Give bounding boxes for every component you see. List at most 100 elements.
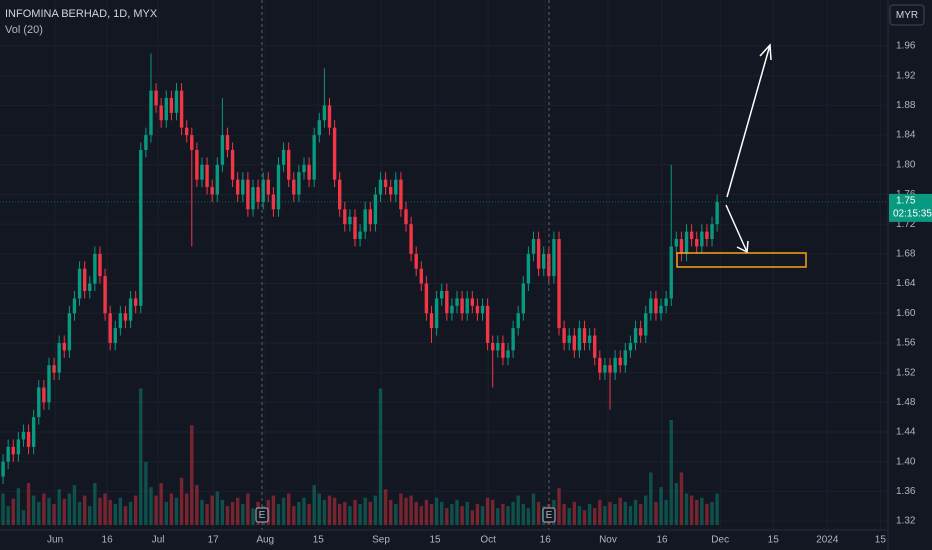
y-tick-label: 1.84 (896, 130, 916, 141)
currency-button[interactable] (889, 4, 925, 26)
volume-bar (312, 485, 316, 525)
candle-body (383, 179, 388, 188)
candle-body (654, 298, 658, 314)
volume-bar (113, 504, 117, 525)
x-tick-label: Jun (47, 535, 63, 546)
volume-bar (358, 504, 362, 525)
currency-label: MYR (896, 10, 918, 21)
volume-bar (11, 498, 15, 525)
volume-bar (700, 497, 704, 525)
candle-body (88, 283, 92, 291)
y-tick-label: 1.40 (896, 456, 916, 467)
candle-body (598, 357, 602, 373)
volume-bar (572, 501, 577, 525)
volume-bar (613, 504, 617, 525)
candle-body (414, 253, 418, 269)
volume-bar (144, 462, 148, 525)
event-badge[interactable] (255, 507, 269, 523)
volume-bar (16, 488, 21, 525)
volume-bar (557, 488, 561, 525)
volume-bar (353, 499, 357, 525)
candle-body (419, 268, 424, 284)
y-tick-label: 1.88 (896, 100, 916, 111)
volume-bar (179, 477, 184, 525)
volume-bar (562, 504, 566, 525)
candle-body (684, 231, 689, 254)
volume-bar (695, 499, 699, 525)
volume-bar (21, 510, 26, 525)
x-tick-label: 15 (768, 535, 780, 546)
candle-body (378, 179, 383, 195)
candle-body (695, 239, 699, 247)
y-tick-label: 1.52 (896, 367, 916, 378)
candle-body (557, 239, 561, 329)
candle-body (31, 417, 36, 447)
y-tick-label: 1.56 (896, 338, 916, 349)
candle-body (470, 298, 475, 306)
candle-body (521, 283, 526, 314)
candle-body (337, 179, 342, 210)
y-tick-label: 1.80 (896, 159, 916, 170)
volume-bar (343, 501, 347, 525)
volume-bar (654, 501, 658, 525)
volume-bar (399, 493, 403, 525)
candle-body (11, 446, 15, 455)
x-tick-label: Jul (152, 535, 165, 546)
volume-bar (133, 495, 138, 525)
plot (0, 53, 888, 525)
candle-body (450, 305, 454, 314)
candle-body (434, 298, 439, 329)
candle-body (42, 387, 46, 403)
volume-bar (317, 493, 321, 525)
volume-bar (42, 493, 46, 525)
candle-body (475, 305, 480, 314)
candle-body (664, 298, 668, 306)
candle-body (52, 365, 56, 373)
y-tick-label: 1.48 (896, 397, 916, 408)
x-tick-label: 16 (540, 535, 552, 546)
candle-body (174, 90, 179, 113)
volume-bar (531, 493, 536, 525)
volume-bar (322, 499, 327, 525)
candle-body (190, 135, 194, 150)
volume-bar (450, 504, 454, 525)
y-tick-label: 1.92 (896, 70, 916, 81)
volume-bar (241, 504, 245, 525)
volume-bar (108, 499, 112, 525)
volume-bar (414, 501, 418, 525)
volume-bar (567, 508, 571, 525)
candle-body (644, 313, 648, 336)
candle-body (292, 179, 296, 195)
volume-bar (174, 497, 179, 525)
volume-bar (475, 504, 480, 525)
candle-body (302, 164, 306, 173)
x-tick-label: 15 (313, 535, 325, 546)
candle-body (608, 365, 612, 373)
candle-body (363, 209, 367, 232)
candle-body (230, 149, 235, 180)
volume-bar (679, 472, 684, 525)
candle-body (659, 305, 663, 314)
candle-body (256, 187, 260, 202)
candle-body (552, 239, 556, 277)
volume-bar (6, 506, 10, 525)
volume-bar (292, 506, 296, 525)
volume-bar (496, 508, 500, 525)
volume-bar (445, 508, 449, 525)
event-badge[interactable] (542, 507, 556, 523)
volume-bar (623, 501, 628, 525)
candle-body (93, 253, 97, 284)
candle-body (235, 179, 240, 195)
volume-bar (271, 495, 276, 525)
volume-bar (184, 493, 189, 525)
x-tick-label: 15 (875, 535, 887, 546)
volume-bar (603, 506, 607, 525)
volume-bar (705, 504, 709, 525)
candle-body (649, 298, 653, 314)
volume-bar (684, 493, 689, 525)
candle-body (613, 357, 617, 373)
indicator-label: Vol (20) (5, 24, 43, 36)
volume-bar (195, 485, 199, 525)
candle-body (705, 231, 709, 240)
candle-body (128, 298, 133, 321)
